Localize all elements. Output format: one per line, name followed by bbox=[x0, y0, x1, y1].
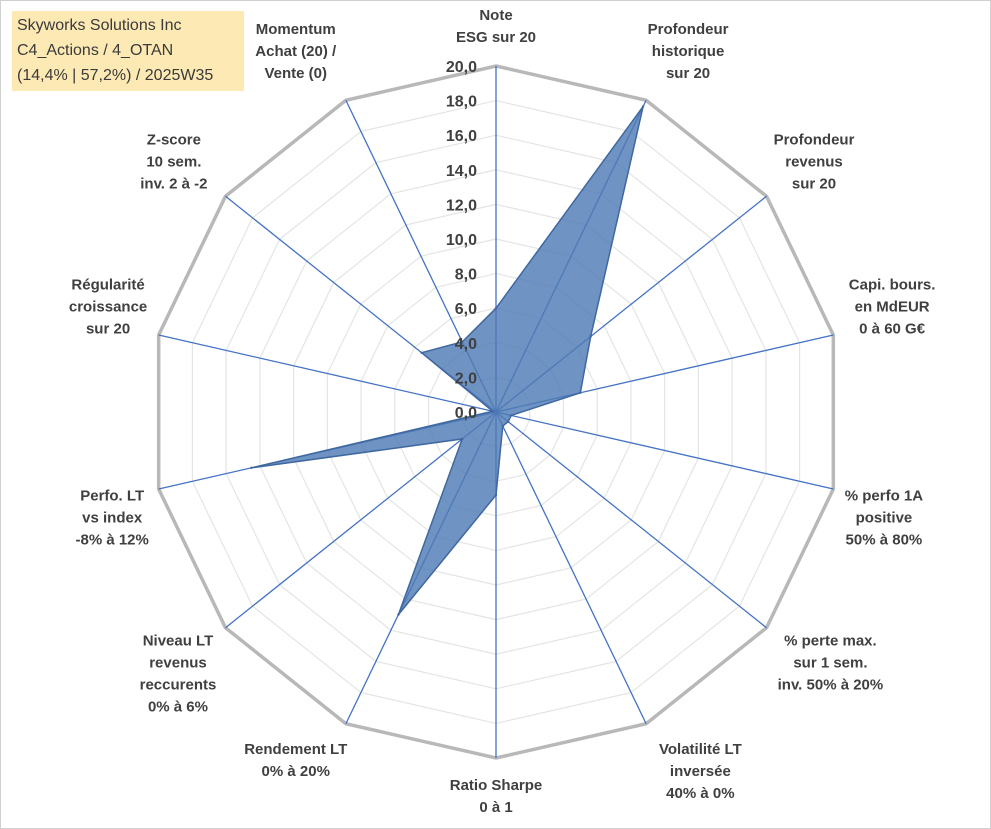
radial-tick-label: 20,0 bbox=[446, 59, 477, 76]
data-point bbox=[461, 340, 464, 344]
category-label: Z-score 10 sem. inv. 2 à -2 bbox=[140, 131, 207, 192]
category-label: Ratio Sharpe 0 à 1 bbox=[450, 777, 543, 816]
axis-spoke bbox=[495, 411, 834, 490]
category-label: Niveau LT revenus reccurents 0% à 6% bbox=[140, 633, 217, 716]
radial-tick-labels: 0,0 2,0 4,0 6,0 8,0 10,0 12,0 14,0 16,0 18,0 20,0 bbox=[446, 59, 477, 422]
category-label: Perfo. LT vs index -8% à 12% bbox=[75, 488, 148, 549]
data-point bbox=[460, 437, 464, 441]
data-point bbox=[250, 466, 253, 470]
data-point bbox=[494, 307, 498, 310]
data-point bbox=[397, 613, 400, 616]
period-label: (14,4% | 57,2%) / 2025W35 bbox=[17, 67, 214, 84]
category-labels: Note ESG sur 20 Profondeur historique sur 20… bbox=[69, 7, 936, 816]
data-point bbox=[501, 424, 504, 428]
radial-tick-label: 12,0 bbox=[446, 197, 477, 214]
category-label: % perfo 1A positive 50% à 80% bbox=[845, 488, 924, 549]
axis-spoke bbox=[495, 411, 647, 725]
data-point bbox=[641, 105, 645, 108]
radial-tick-label: 18,0 bbox=[446, 94, 477, 111]
data-point bbox=[491, 410, 494, 413]
portfolio-label: C4_Actions / 4_OTAN bbox=[17, 42, 174, 59]
radial-tick-label: 16,0 bbox=[446, 128, 477, 145]
radial-tick-label: 6,0 bbox=[455, 301, 477, 318]
radar-series bbox=[250, 105, 645, 616]
data-point bbox=[420, 351, 423, 354]
category-label: Note ESG sur 20 bbox=[456, 7, 536, 46]
data-point bbox=[494, 493, 498, 497]
data-point bbox=[589, 335, 592, 338]
info-box: Skyworks Solutions Inc C4_Actions / 4_OT… bbox=[12, 11, 244, 91]
data-point bbox=[506, 420, 510, 423]
radial-tick-label: 2,0 bbox=[455, 370, 477, 387]
category-label: Profondeur historique sur 20 bbox=[648, 21, 729, 82]
category-label: Capi. bours. en MdEUR 0 à 60 G€ bbox=[849, 276, 936, 337]
category-label: Régularité croissance sur 20 bbox=[69, 276, 147, 337]
radial-tick-label: 8,0 bbox=[455, 267, 477, 284]
radial-tick-label: 14,0 bbox=[446, 163, 477, 180]
data-point bbox=[509, 414, 513, 417]
radial-tick-label: 10,0 bbox=[446, 232, 477, 249]
category-label: Volatilité LT inversée 40% à 0% bbox=[659, 741, 742, 802]
data-point bbox=[579, 391, 582, 394]
company-name: Skyworks Solutions Inc bbox=[17, 17, 182, 34]
category-label: Profondeur revenus sur 20 bbox=[774, 131, 855, 192]
radial-tick-label: 4,0 bbox=[455, 336, 477, 353]
category-label: Rendement LT 0% à 20% bbox=[244, 741, 347, 780]
radial-tick-label: 0,0 bbox=[455, 405, 477, 422]
series-area bbox=[251, 106, 644, 616]
axis-spoke bbox=[225, 411, 497, 629]
category-label: % perte max. sur 1 sem. inv. 50% à 20% bbox=[778, 633, 884, 694]
axis-spoke bbox=[495, 411, 767, 629]
axis-spoke bbox=[158, 334, 497, 413]
category-label: Momentum Achat (20) / Vente (0) bbox=[255, 21, 337, 82]
